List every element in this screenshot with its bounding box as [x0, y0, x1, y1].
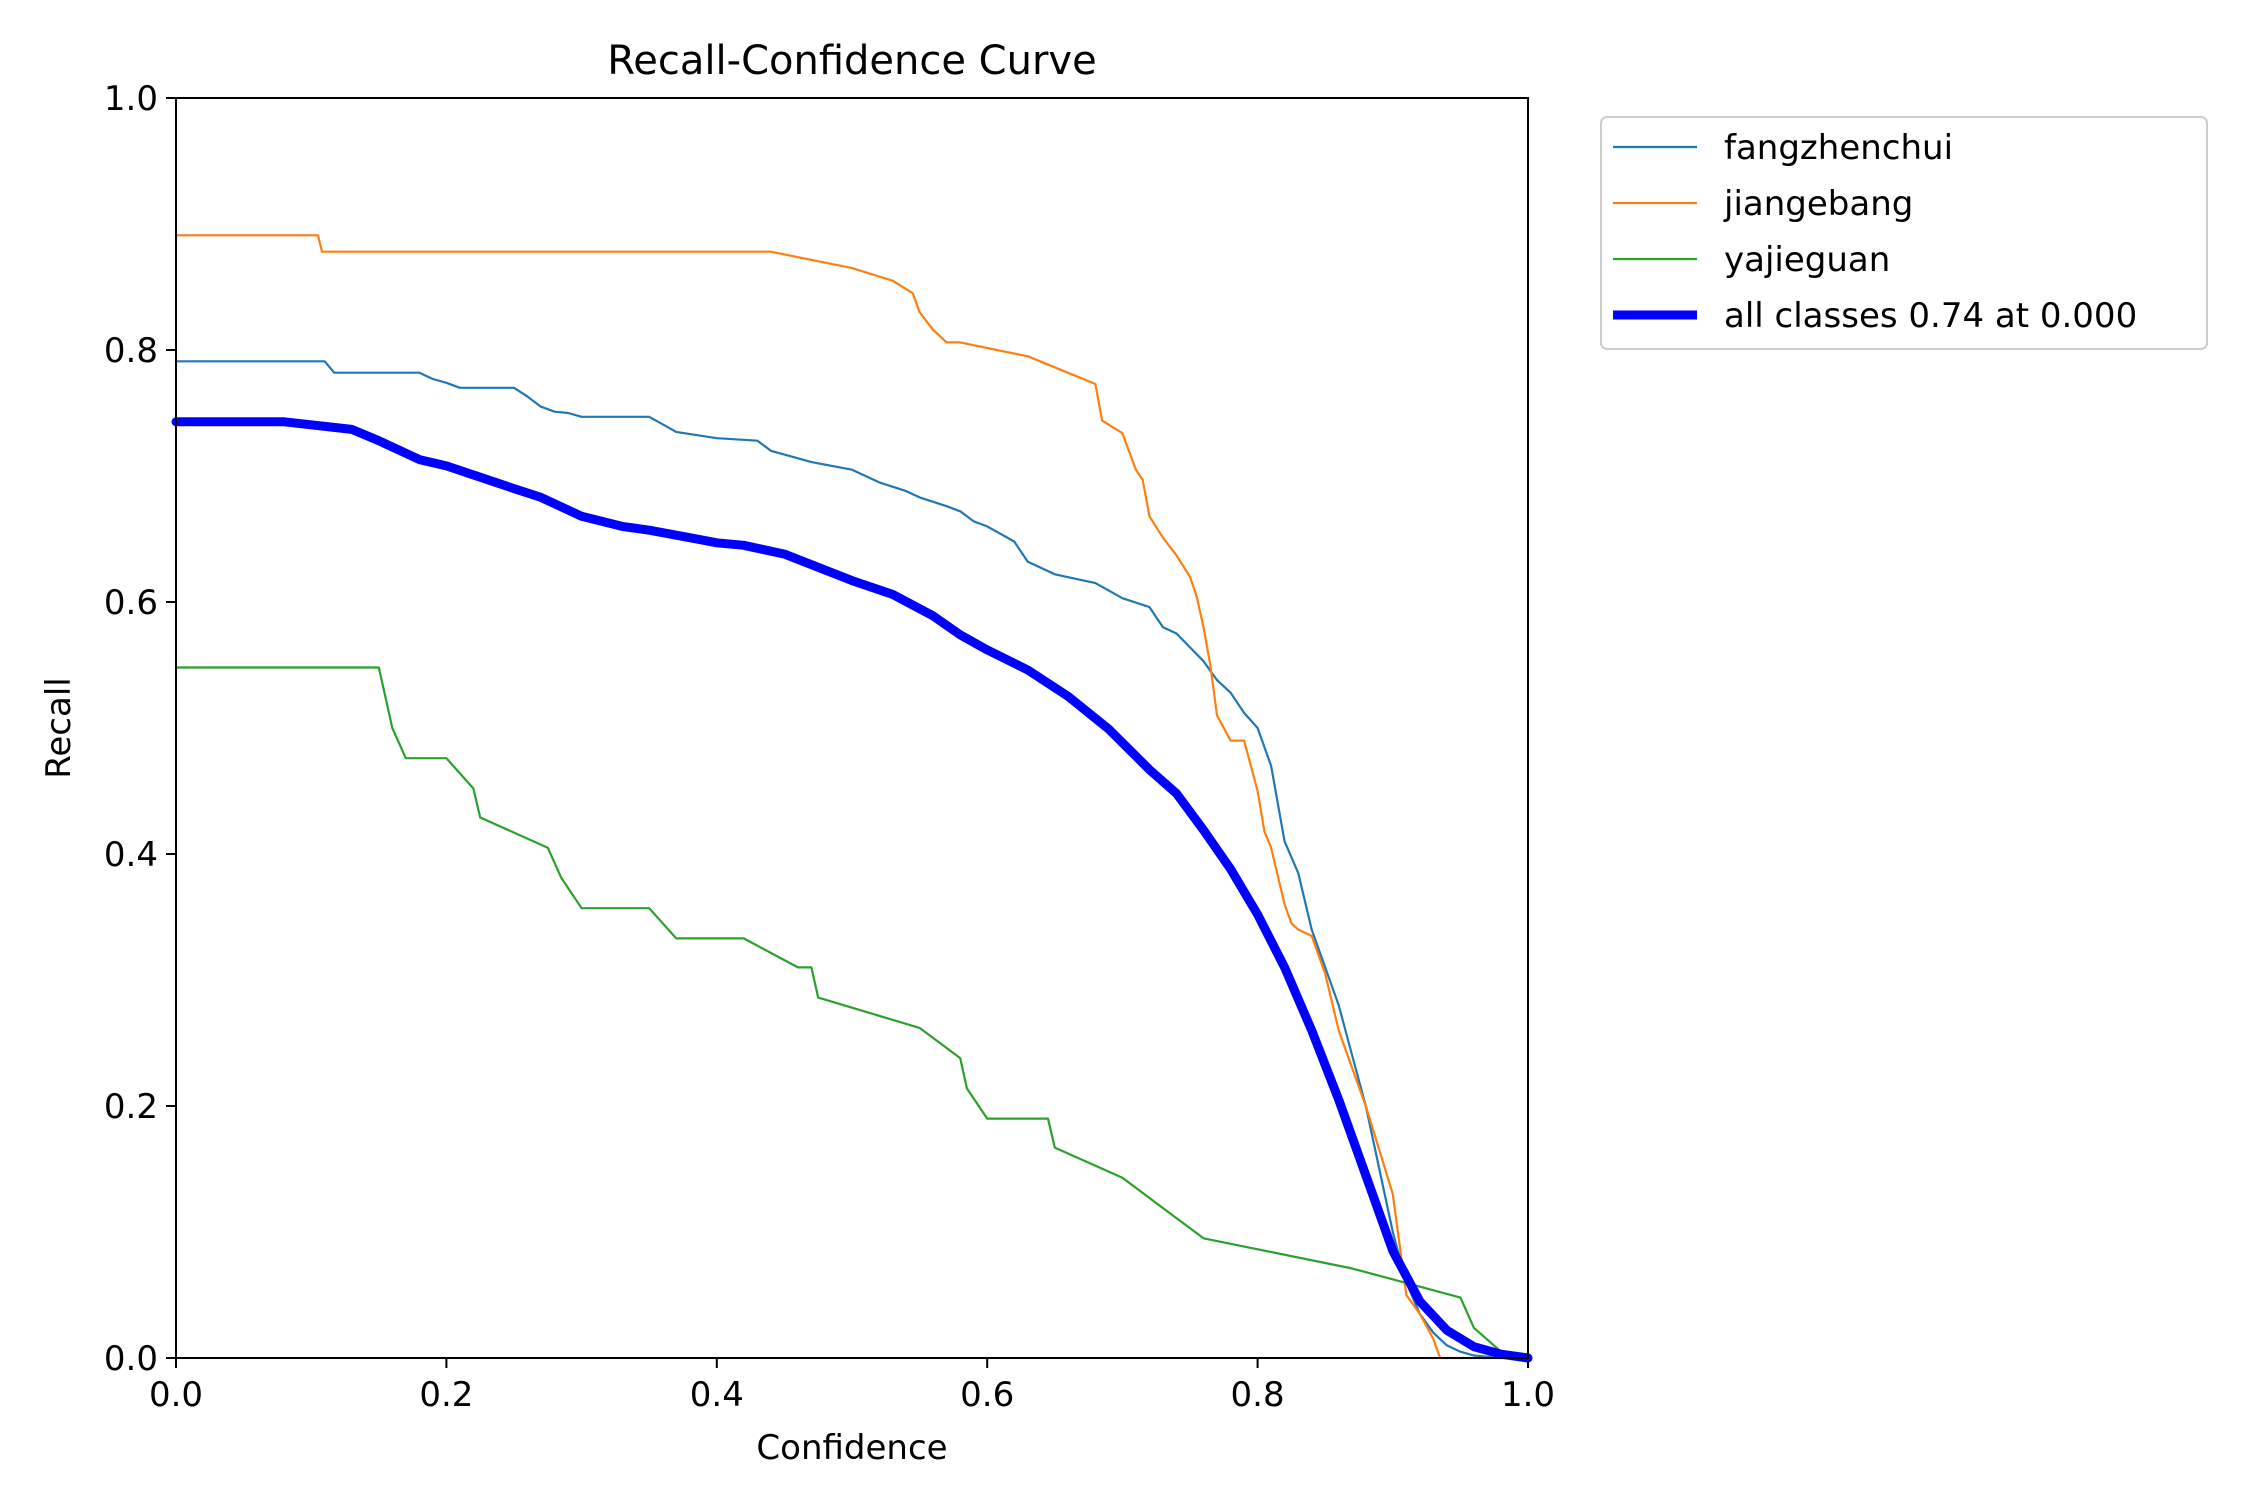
x-tick-label: 0.4	[690, 1375, 744, 1415]
y-tick-label: 0.0	[104, 1339, 158, 1379]
series-line-1	[174, 234, 1530, 1360]
legend-label: yajieguan	[1724, 240, 1890, 280]
legend-label: jiangebang	[1723, 184, 1913, 224]
series-line-2	[174, 666, 1530, 1360]
x-tick-label: 1.0	[1501, 1375, 1555, 1415]
series-line-0	[174, 360, 1530, 1360]
x-tick-label: 0.2	[419, 1375, 473, 1415]
y-axis-label: Recall	[39, 677, 79, 778]
y-tick-label: 0.2	[104, 1087, 158, 1127]
plot-frame	[175, 97, 1529, 1359]
x-tick-label: 0.6	[960, 1375, 1014, 1415]
x-tick-label: 0.8	[1231, 1375, 1285, 1415]
plot-area	[176, 98, 1528, 1358]
axis-ticks: 0.0 0.2 0.4 0.6 0.8 1.0 0.0 0.2 0.4 0.6 0.8 1.0	[104, 79, 1555, 1415]
y-tick-label: 1.0	[104, 79, 158, 119]
y-tick-label: 0.4	[104, 835, 158, 875]
series-line-3	[171, 417, 1533, 1363]
legend-label: all classes 0.74 at 0.000	[1724, 296, 2137, 336]
x-tick-label: 0.0	[149, 1375, 203, 1415]
y-tick-label: 0.6	[104, 583, 158, 623]
y-tick-label: 0.8	[104, 331, 158, 371]
x-axis-label: Confidence	[756, 1428, 947, 1468]
legend-box	[1600, 116, 2208, 350]
chart-title: Recall-Confidence Curve	[607, 38, 1096, 84]
legend: fangzhenchui jiangebang yajieguan all class…	[1600, 116, 2208, 350]
series-layer	[171, 234, 1533, 1363]
legend-label: fangzhenchui	[1724, 128, 1953, 168]
